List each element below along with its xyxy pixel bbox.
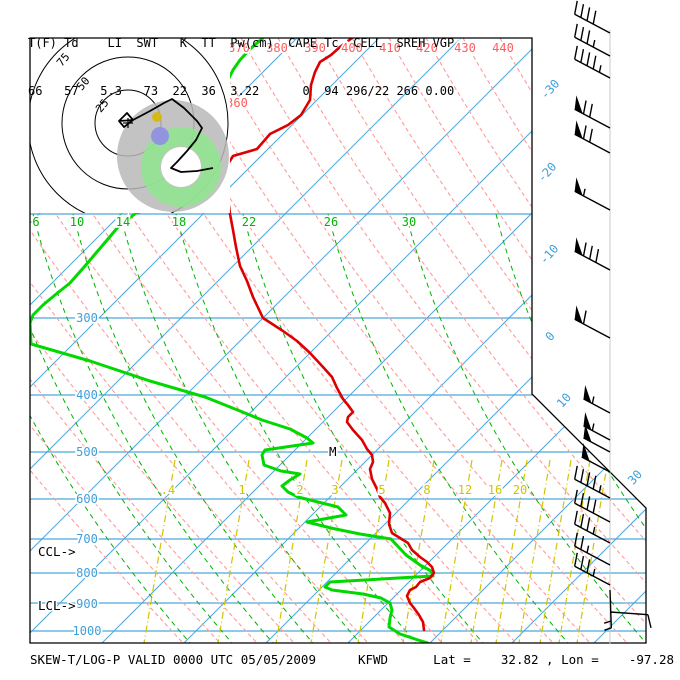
pressure-label: 300 <box>76 311 98 325</box>
wind-barb <box>583 385 611 414</box>
hodograph-ring <box>30 38 229 213</box>
wind-barb <box>583 424 611 453</box>
wind-barb <box>581 443 611 473</box>
footer: SKEW-T/LOG-P VALID 0000 UTC 05/05/2009 K… <box>30 652 674 667</box>
dry-adiabat-label: 370 <box>228 41 250 55</box>
moist-adiabat-label: 10 <box>70 215 84 229</box>
moist-adiabat-label: 26 <box>324 215 338 229</box>
wind-barb <box>574 177 611 211</box>
watermark-hole <box>161 147 201 187</box>
level-marker-m: M <box>329 444 337 459</box>
mixing-ratio-label: 20 <box>513 483 527 497</box>
hodograph-trace <box>118 98 214 173</box>
wind-barb <box>603 589 613 631</box>
dry-adiabat-label: 420 <box>416 41 438 55</box>
dry-adiabat-label: 360 <box>226 96 248 110</box>
pressure-label: 400 <box>76 388 98 402</box>
wind-barb <box>574 95 611 129</box>
wind-barb <box>573 45 611 79</box>
pressure-label: 500 <box>76 445 98 459</box>
footer-station-id: KFWD <box>357 652 389 667</box>
mixing-ratio-label: 5 <box>378 483 385 497</box>
grid-labels: 300 400 500 600 700 800 900 1000 360 370 380 390 400… <box>31 39 529 640</box>
footer-caption: SKEW-T/LOG-P VALID 0000 UTC 05/05/2009 <box>30 652 316 667</box>
mixing-ratio-label: 8 <box>423 483 430 497</box>
dry-adiabat-label: 390 <box>304 41 326 55</box>
isotherm-label: 0 <box>542 329 557 344</box>
isotherm-label: -20 <box>535 160 560 185</box>
wind-barb <box>574 237 611 271</box>
isotherm-label: -30 <box>538 77 563 102</box>
dry-adiabat-label: 440 <box>492 41 514 55</box>
dry-adiabat-label: 430 <box>454 41 476 55</box>
moist-adiabat-label: 30 <box>402 215 416 229</box>
dry-adiabat-label: 380 <box>266 41 288 55</box>
pressure-label: 900 <box>76 597 98 611</box>
pressure-label: 1000 <box>73 624 102 638</box>
mixing-ratio-label: 1 <box>238 483 245 497</box>
level-marker-lcl: LCL-> <box>38 598 76 613</box>
wind-barb <box>573 489 611 523</box>
pressure-label: 700 <box>76 532 98 546</box>
wind-barb <box>573 552 611 586</box>
moist-adiabat-label: 22 <box>242 215 256 229</box>
wind-barb <box>573 532 611 566</box>
wind-barb <box>573 465 611 499</box>
moist-adiabat-label: 14 <box>116 215 130 229</box>
wind-barbs <box>573 0 652 644</box>
mixing-ratio-label: .4 <box>161 483 175 497</box>
wind-barb <box>574 305 611 339</box>
wind-barb <box>573 23 611 57</box>
level-marker-ccl: CCL-> <box>38 544 76 559</box>
wind-barb <box>609 611 652 629</box>
mixing-ratio-label: 16 <box>488 483 502 497</box>
footer-latlon: Lat = 32.82 , Lon = -97.28 <box>433 652 674 667</box>
mixing-ratio-label: 2 <box>296 483 303 497</box>
isotherm-label: -10 <box>537 242 562 267</box>
isotherm-label: 10 <box>554 390 574 410</box>
watermark-green-ring <box>141 127 221 207</box>
dry-adiabat-label: 410 <box>379 41 401 55</box>
moist-adiabat-label: 6 <box>32 215 39 229</box>
blue-dot <box>151 127 169 145</box>
indices-header-names: T(F) Td LI SWT K TT Pw(cm) CAPE Tc CELL … <box>28 36 455 50</box>
level-markers: CCL-> LCL-> M <box>37 443 339 615</box>
wind-barb <box>573 0 611 34</box>
wind-barb <box>573 510 611 544</box>
mixing-ratio-label: 3 <box>331 483 338 497</box>
temperature-curve <box>224 38 436 632</box>
indices-header: T(F) Td LI SWT K TT Pw(cm) CAPE Tc CELL … <box>28 3 454 131</box>
mixing-ratio-label: 12 <box>458 483 472 497</box>
indices-header-values: 66 57 5.3 73 22 36 3.22 0 94 296/22 266 … <box>28 84 455 98</box>
pressure-label: 600 <box>76 492 98 506</box>
dry-adiabat-label: 400 <box>341 41 363 55</box>
plot-border <box>29 37 647 644</box>
wind-barb <box>574 120 611 154</box>
pressure-label: 800 <box>76 566 98 580</box>
isotherm-label: 30 <box>625 467 645 487</box>
yellow-dot <box>152 112 162 122</box>
moist-adiabat-label: 18 <box>172 215 186 229</box>
